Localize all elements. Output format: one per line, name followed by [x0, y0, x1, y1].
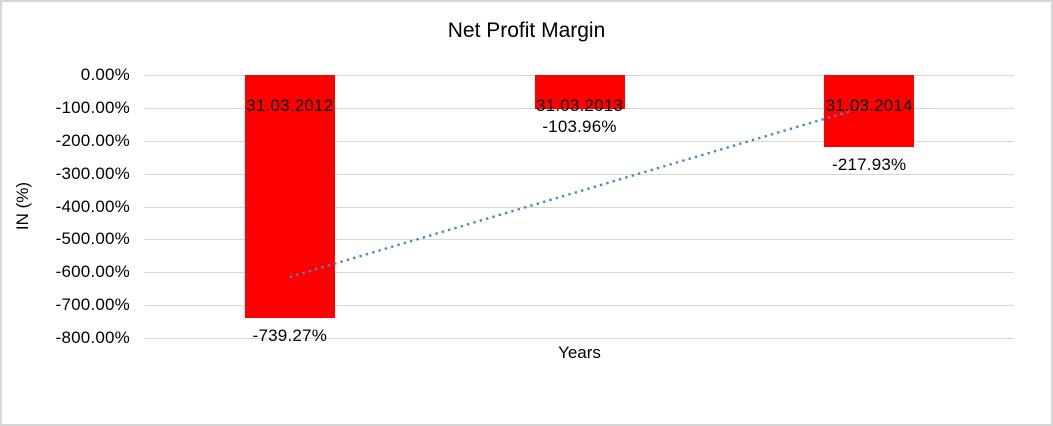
- x-axis-title: Years: [558, 343, 601, 362]
- y-tick-label: -700.00%: [55, 295, 130, 315]
- value-label: -739.27%: [252, 326, 328, 346]
- y-tick-label: 0.00%: [80, 65, 130, 84]
- y-tick-label: -300.00%: [55, 163, 130, 183]
- value-label: -217.93%: [831, 154, 907, 174]
- gridline: [145, 305, 1014, 307]
- bar-2[interactable]: [534, 75, 625, 110]
- y-tick-label: -600.00%: [55, 262, 130, 282]
- y-tick-label: -200.00%: [55, 130, 130, 150]
- value-label: -103.96%: [542, 117, 617, 137]
- y-tick-label: -500.00%: [55, 229, 130, 249]
- category-label: 31.03.2014: [825, 96, 913, 115]
- chart-title: Net Profit Margin: [447, 19, 606, 42]
- y-tick-label: -400.00%: [55, 196, 130, 216]
- y-tick-label: -800.00%: [55, 328, 130, 347]
- gridline: [145, 338, 1014, 339]
- category-label: 31.03.2012: [246, 96, 334, 115]
- y-tick-label: -100.00%: [55, 97, 130, 117]
- category-label: 31.03.2013: [535, 96, 624, 115]
